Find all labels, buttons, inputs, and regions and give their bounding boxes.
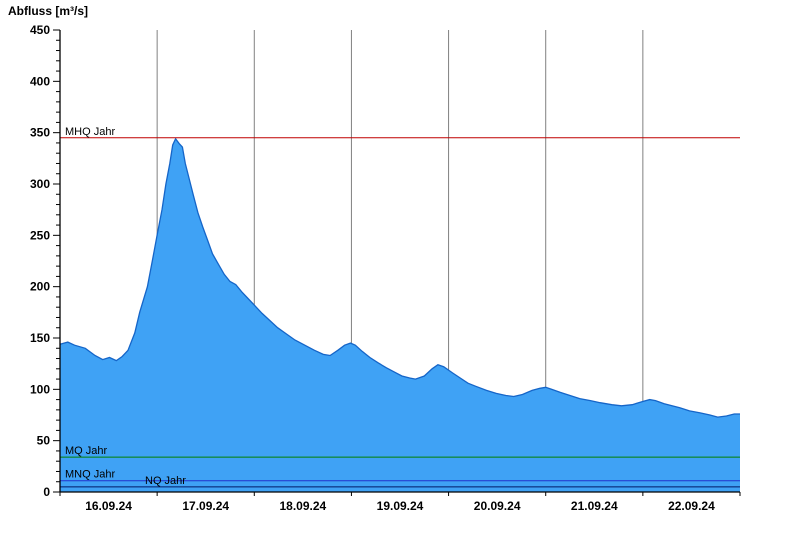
- y-tick-label: 50: [37, 434, 51, 448]
- y-tick-label: 150: [30, 331, 50, 345]
- x-day-label: 21.09.24: [571, 499, 618, 513]
- ref-line-label-nq-jahr: NQ Jahr: [145, 475, 186, 487]
- x-day-label: 22.09.24: [668, 499, 715, 513]
- x-day-label: 17.09.24: [182, 499, 229, 513]
- ref-line-label-mhq-jahr: MHQ Jahr: [65, 126, 115, 138]
- x-day-label: 18.09.24: [279, 499, 326, 513]
- y-tick-label: 200: [30, 280, 50, 294]
- y-tick-label: 400: [30, 74, 50, 88]
- y-tick-label: 450: [30, 23, 50, 37]
- y-tick-label: 0: [43, 485, 50, 499]
- discharge-area-fill: [60, 138, 740, 493]
- discharge-area-edge: [59, 137, 740, 418]
- ref-line-label-mq-jahr: MQ Jahr: [65, 445, 108, 457]
- y-tick-label: 350: [30, 126, 50, 140]
- x-day-label: 16.09.24: [85, 499, 132, 513]
- y-tick-label: 100: [30, 382, 50, 396]
- y-tick-label: 300: [30, 177, 50, 191]
- chart-title: Abfluss [m³/s]: [8, 4, 89, 18]
- ref-line-label-mnq-jahr: MNQ Jahr: [65, 469, 115, 481]
- x-day-label: 20.09.24: [474, 499, 521, 513]
- y-tick-label: 250: [30, 228, 50, 242]
- x-day-label: 19.09.24: [377, 499, 424, 513]
